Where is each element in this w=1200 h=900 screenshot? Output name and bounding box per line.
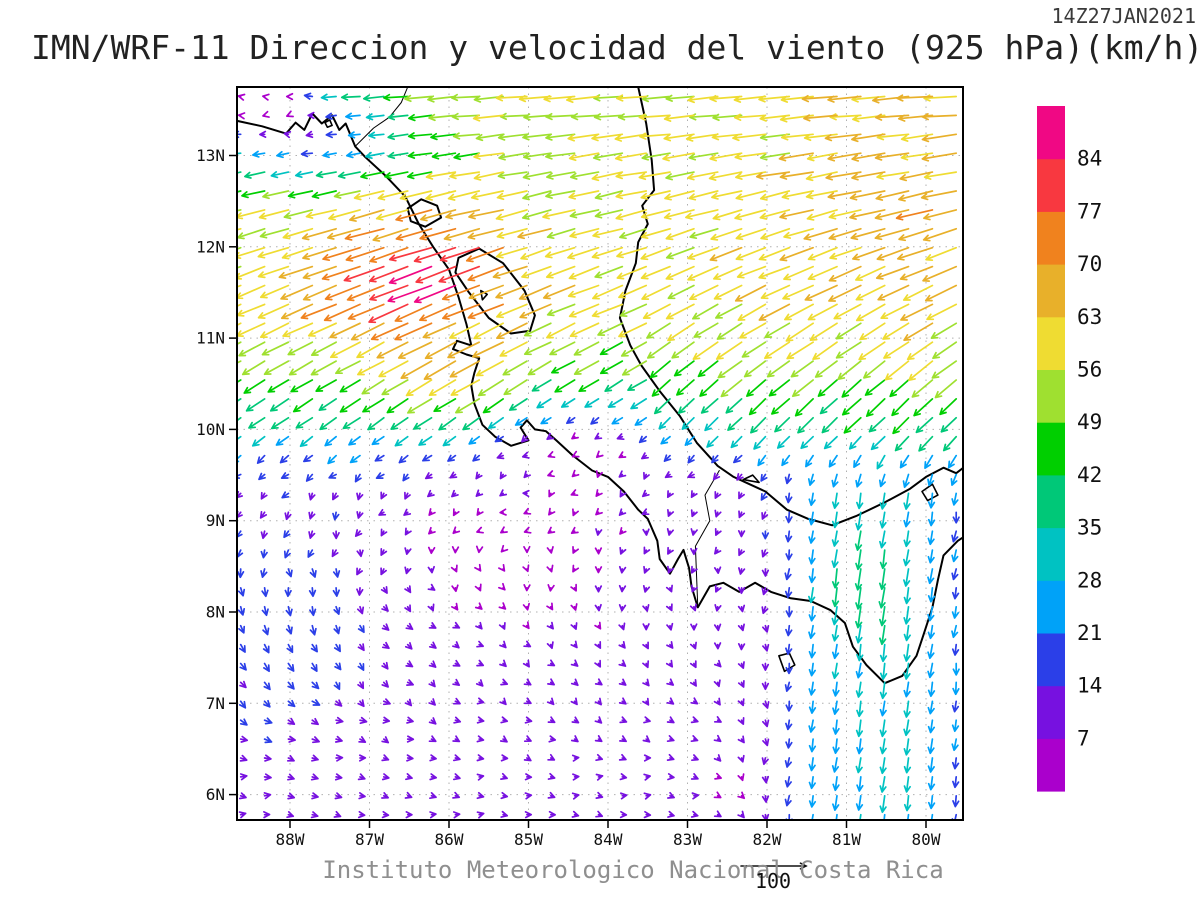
colorbar-tick-label: 35 (1077, 516, 1102, 540)
map-frame (236, 86, 964, 821)
lon-tick-label: 83W (673, 830, 702, 849)
colorbar-segment (1037, 106, 1065, 160)
lon-tick-label: 84W (594, 830, 623, 849)
colorbar-segment (1037, 685, 1065, 739)
reference-vector-label: 100 (754, 869, 792, 893)
coastline-path (618, 88, 962, 527)
plot-title: IMN/WRF-11 Direccion y velocidad del vie… (31, 28, 1200, 67)
lon-tick-label: 86W (435, 830, 464, 849)
lat-tick-label: 10N (196, 420, 225, 439)
lon-tick-label: 81W (832, 830, 861, 849)
colorbar-tick-label: 7 (1077, 726, 1090, 750)
lon-tick-label: 82W (753, 830, 782, 849)
colorbar-tick-label: 42 (1077, 463, 1102, 487)
lat-tick-label: 9N (206, 511, 225, 530)
colorbar-segment (1037, 633, 1065, 687)
colorbar-segment (1037, 580, 1065, 634)
colorbar-tick-label: 21 (1077, 621, 1102, 645)
island-outline (778, 652, 796, 673)
colorbar-tick-label: 28 (1077, 568, 1102, 592)
wind-arrows (238, 92, 960, 819)
colorbar: 7 14 21 28 35 42 49 56 63 70 77 84 (1037, 106, 1102, 792)
lat-tick-label: 12N (196, 237, 225, 256)
wind-arrow-set (343, 246, 481, 324)
border-line (694, 470, 720, 608)
wind-arrow-set (238, 92, 960, 819)
lon-tick-label: 87W (355, 830, 384, 849)
lake-outline (406, 198, 443, 228)
colorbar-segment (1037, 158, 1065, 212)
lon-tick-label: 88W (276, 830, 305, 849)
island-outline (921, 483, 939, 502)
lat-tick-label: 11N (196, 329, 225, 348)
island-outline (742, 474, 760, 484)
wind-arrow-set (238, 111, 770, 819)
colorbar-segment (1037, 264, 1065, 318)
credit-footer: Instituto Meteorologico Nacional Costa R… (322, 856, 944, 884)
wind-arrow-set (300, 209, 934, 341)
lon-tick-label: 85W (514, 830, 543, 849)
wind-arrow-set (238, 93, 958, 414)
colorbar-tick-label: 14 (1077, 674, 1102, 698)
lat-tick-label: 8N (206, 603, 225, 622)
colorbar-segment (1037, 316, 1065, 370)
lat-tick-label: 6N (206, 785, 225, 804)
coastline-path (238, 112, 962, 685)
colorbar-segment (1037, 369, 1065, 423)
colorbar-segment (1037, 527, 1065, 581)
run-timestamp: 14Z27JAN2021 (1051, 4, 1197, 28)
colorbar-tick-label: 77 (1077, 199, 1102, 223)
colorbar-tick-label: 49 (1077, 410, 1102, 434)
wind-arrow-set (238, 94, 958, 397)
wind-arrow-set (278, 94, 958, 380)
wind-arrow-set (238, 92, 746, 800)
colorbar-segment (1037, 474, 1065, 529)
wind-arrow-set (238, 93, 912, 819)
reference-vector (740, 862, 808, 870)
lat-tick-label: 7N (206, 694, 225, 713)
colorbar-tick-label: 63 (1077, 305, 1102, 329)
colorbar-tick-label: 84 (1077, 147, 1102, 171)
lake-outline (454, 247, 536, 335)
axes: 6N 7N 8N 9N 10N 11N 12N 13N 88W 87W 86W 85W 84W 83W 82… (196, 146, 941, 849)
wind-arrow-set (387, 265, 457, 304)
island-outline (324, 119, 333, 128)
colorbar-segment (1037, 738, 1065, 792)
lat-tick-label: 13N (196, 146, 225, 165)
colorbar-segment (1037, 422, 1065, 476)
colorbar-tick-label: 70 (1077, 252, 1102, 276)
wind-arrow-set (238, 93, 958, 435)
colorbar-segment (1037, 211, 1065, 265)
wind-arrow-set (238, 112, 960, 819)
lon-tick-label: 80W (912, 830, 941, 849)
colorbar-tick-label: 56 (1077, 358, 1102, 382)
wind-arrow-set (238, 93, 958, 646)
